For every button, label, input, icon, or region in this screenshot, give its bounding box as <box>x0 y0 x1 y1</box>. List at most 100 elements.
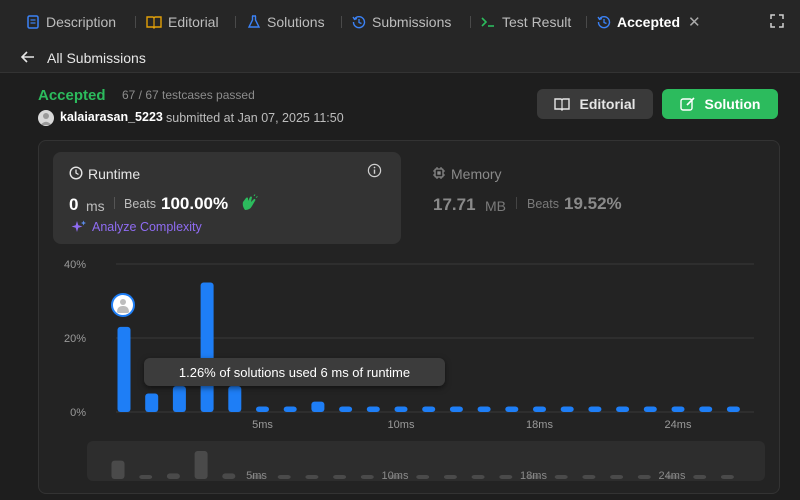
overview-bar <box>333 475 347 479</box>
fullscreen-icon[interactable] <box>770 14 784 28</box>
overview-bar <box>554 475 568 479</box>
divider <box>114 197 115 209</box>
tab-test-result[interactable]: Test Result <box>480 10 571 34</box>
overview-bar <box>443 475 457 479</box>
tab-submissions[interactable]: Submissions <box>352 10 451 34</box>
chart-bar[interactable] <box>366 406 380 412</box>
tab-label: Accepted <box>617 14 681 30</box>
chart-bar[interactable] <box>311 401 325 412</box>
chart-bar[interactable] <box>505 406 519 412</box>
chart-bar[interactable] <box>449 406 463 412</box>
overview-bar <box>360 475 374 479</box>
chart-bar[interactable] <box>616 406 630 412</box>
chart-bar[interactable] <box>283 406 297 412</box>
tab-label: Solutions <box>267 14 325 30</box>
chart-bar[interactable] <box>422 406 436 412</box>
testcases-count: 67 / 67 testcases passed <box>122 88 255 102</box>
close-icon[interactable]: ✕ <box>688 14 701 31</box>
sparkle-icon <box>71 220 86 232</box>
chart-bar[interactable] <box>671 406 685 412</box>
overview-bar <box>250 475 263 479</box>
y-tick-label: 20% <box>64 333 86 345</box>
x-tick-label: 24ms <box>665 419 692 431</box>
overview-chart[interactable]: 5ms 10ms 18ms 24ms <box>87 441 765 481</box>
flask-icon <box>247 15 261 28</box>
overview-bar <box>416 475 430 479</box>
memory-unit: MB <box>485 198 506 214</box>
chart-bar[interactable] <box>394 406 408 412</box>
overview-bar <box>166 473 180 479</box>
chart-bar[interactable] <box>699 406 713 412</box>
chart-bar[interactable] <box>228 386 242 412</box>
tab-divider <box>586 16 587 28</box>
tab-description[interactable]: Description <box>26 10 116 34</box>
user-position-marker <box>111 293 135 317</box>
y-tick-label: 0% <box>70 407 86 419</box>
overview-bar <box>194 451 208 479</box>
back-arrow-icon[interactable] <box>20 49 36 65</box>
description-icon <box>27 15 39 29</box>
memory-chip-icon <box>433 167 445 179</box>
edit-icon <box>679 97 695 111</box>
chart-bar[interactable] <box>145 393 159 413</box>
tab-divider <box>135 16 136 28</box>
chart-bar[interactable] <box>256 406 269 412</box>
solution-button[interactable]: Solution <box>662 89 778 119</box>
book-icon <box>554 98 571 111</box>
clock-icon <box>69 166 83 180</box>
chart-bar[interactable] <box>726 406 740 412</box>
memory-beats-value: 19.52% <box>564 194 622 213</box>
tab-label: Description <box>46 14 117 30</box>
chart-bar[interactable] <box>117 326 131 412</box>
history-icon <box>352 15 366 29</box>
result-status: Accepted <box>38 87 106 104</box>
memory-label[interactable]: Memory <box>451 166 502 182</box>
analyze-complexity-link[interactable]: Analyze Complexity <box>92 220 202 234</box>
terminal-icon <box>481 17 494 27</box>
chart-bar[interactable] <box>172 386 186 412</box>
user-icon <box>40 113 52 125</box>
overview-bar <box>527 475 540 479</box>
tab-label: Test Result <box>502 14 572 30</box>
divider <box>516 197 517 209</box>
runtime-label: Runtime <box>88 166 141 182</box>
overview-x-tick-label: 5ms <box>246 470 267 481</box>
tab-accepted[interactable]: Accepted ✕ <box>597 10 701 34</box>
overview-bar <box>582 475 596 479</box>
chart-bar[interactable] <box>643 406 657 412</box>
clap-icon <box>242 194 258 210</box>
runtime-beats-label: Beats <box>124 197 156 211</box>
avatar[interactable] <box>38 110 54 126</box>
chart-bar[interactable] <box>560 406 574 412</box>
username-link[interactable]: kalaiarasan_5223 <box>60 110 163 124</box>
solution-button-label: Solution <box>704 96 761 112</box>
user-icon-body <box>117 306 129 313</box>
overview-x-tick-label: 24ms <box>659 470 686 481</box>
user-icon <box>120 299 126 305</box>
overview-bar <box>637 475 651 479</box>
info-icon[interactable] <box>367 163 382 178</box>
chart-bar[interactable] <box>339 406 353 412</box>
runtime-card[interactable] <box>53 152 401 244</box>
chart-tooltip: 1.26% of solutions used 6 ms of runtime <box>144 358 445 386</box>
editorial-button[interactable]: Editorial <box>537 89 653 119</box>
overview-bar <box>111 460 125 479</box>
tab-divider <box>235 16 236 28</box>
x-tick-label: 10ms <box>388 419 415 431</box>
tab-editorial[interactable]: Editorial <box>146 10 219 34</box>
all-submissions-link[interactable]: All Submissions <box>47 50 146 66</box>
y-tick-label: 40% <box>64 259 86 271</box>
overview-bar <box>499 475 513 479</box>
tab-solutions[interactable]: Solutions <box>247 10 325 34</box>
chart-bar[interactable] <box>200 282 214 413</box>
overview-bar <box>610 475 624 479</box>
runtime-unit: ms <box>86 198 105 214</box>
book-icon <box>146 16 162 29</box>
chart-bar[interactable] <box>533 406 546 412</box>
chart-bar[interactable] <box>588 406 602 412</box>
submitted-time: submitted at Jan 07, 2025 11:50 <box>166 111 344 125</box>
chart-bar[interactable] <box>477 406 491 412</box>
overview-bar <box>471 475 485 479</box>
top-tab-bar: Description Editorial Solutions Submissi… <box>0 0 800 45</box>
runtime-distribution-chart[interactable]: 0% 20% 40% 5ms 10ms 18ms 24ms <box>40 252 770 432</box>
